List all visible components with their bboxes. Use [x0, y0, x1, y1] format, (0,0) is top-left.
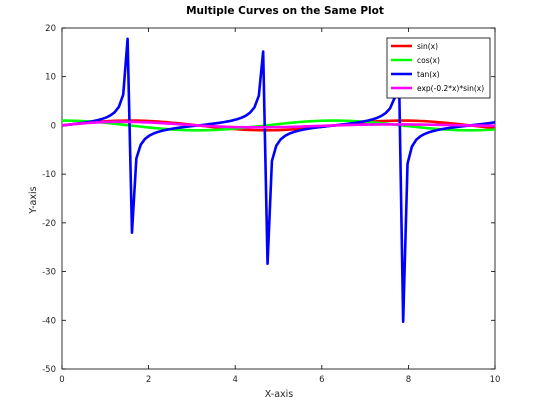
y-tick-label: -30 — [42, 268, 56, 278]
legend-label: exp(-0.2*x)*sin(x) — [417, 84, 484, 93]
x-tick-label: 4 — [232, 375, 237, 385]
series-line — [62, 120, 495, 129]
series-lines — [62, 37, 495, 324]
series-line — [62, 119, 495, 132]
x-tick-label: 8 — [406, 375, 411, 385]
y-axis-label: Y-axis — [28, 186, 39, 214]
x-tick-label: 0 — [59, 375, 64, 385]
x-tick-label: 10 — [490, 375, 501, 385]
axis-ticks: 0 2 4 6 8 10 20 10 0 -10 -20 -30 -40 -50 — [42, 24, 500, 385]
y-tick-label: 20 — [45, 24, 56, 34]
x-axis-label: X-axis — [265, 389, 294, 400]
y-tick-label: 10 — [45, 73, 56, 83]
y-tick-label: -40 — [42, 316, 56, 326]
x-tick-label: 2 — [146, 375, 151, 385]
legend-label: sin(x) — [417, 42, 438, 51]
chart-title: Multiple Curves on the Same Plot — [186, 5, 384, 17]
y-tick-label: -50 — [42, 365, 56, 375]
y-tick-label: 0 — [51, 121, 56, 131]
series-line — [62, 119, 495, 132]
series-line — [62, 37, 495, 324]
y-tick-label: -10 — [42, 170, 56, 180]
legend-label: tan(x) — [417, 70, 440, 79]
legend-label: cos(x) — [417, 56, 440, 65]
x-tick-label: 6 — [319, 375, 324, 385]
y-tick-label: -20 — [42, 219, 56, 229]
legend: sin(x) cos(x) tan(x) exp(-0.2*x)*sin(x) — [386, 37, 491, 99]
